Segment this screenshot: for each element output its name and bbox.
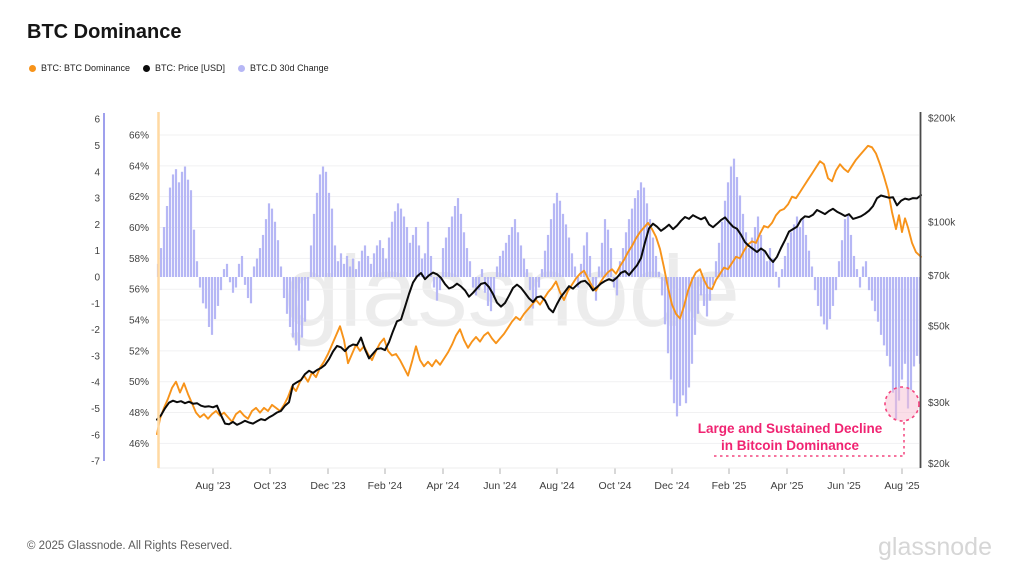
svg-text:Jun '25: Jun '25 [827,480,861,492]
svg-text:$20k: $20k [928,459,951,470]
svg-text:62%: 62% [129,192,149,203]
change-30d-bars [156,158,922,420]
annotation-line-2: in Bitcoin Dominance [720,438,859,453]
grid-lines [158,134,921,469]
copyright-text: © 2025 Glassnode. All Rights Reserved. [27,540,233,552]
legend-label: BTC: BTC Dominance [41,63,131,73]
legend-label: BTC: Price [USD] [155,63,226,73]
svg-text:Oct '23: Oct '23 [254,480,287,492]
svg-text:-3: -3 [91,351,100,362]
svg-text:5: 5 [94,141,100,152]
svg-text:0: 0 [94,273,100,284]
legend-item-0[interactable]: BTC: BTC Dominance [29,63,130,73]
svg-text:-7: -7 [91,457,100,468]
annotation-callout: Large and Sustained Decline in Bitcoin D… [655,420,925,454]
legend-item-1[interactable]: BTC: Price [USD] [143,63,225,73]
svg-text:54%: 54% [129,316,149,327]
svg-text:6: 6 [94,115,100,126]
svg-text:1: 1 [94,246,100,257]
svg-text:4: 4 [94,167,100,178]
svg-text:-5: -5 [91,404,100,415]
svg-text:-4: -4 [91,378,100,389]
svg-text:$50k: $50k [928,322,951,333]
page-title: BTC Dominance [27,21,182,43]
svg-text:52%: 52% [129,346,149,357]
legend-label: BTC.D 30d Change [250,63,329,73]
highlight-circle [884,386,920,422]
y-axis-labels: 6 5 4 3 2 1 0 -1 -2 -3 -4 -5 -6 -7 66% 64% 62% 60% 58% 56% 5… [91,113,956,470]
svg-text:$30k: $30k [928,398,951,409]
svg-text:66%: 66% [129,131,149,142]
svg-text:Jun '24: Jun '24 [483,480,517,492]
x-axis-labels: Aug '23 Oct '23 Dec '23 Feb '24 Apr '24 Jun '… [195,468,920,492]
glassnode-logo: glassnode [878,533,992,561]
svg-text:2: 2 [94,220,100,231]
svg-text:60%: 60% [129,223,149,234]
legend-dot-icon [143,64,151,72]
svg-text:Apr '24: Apr '24 [427,480,460,492]
svg-text:46%: 46% [129,439,149,450]
svg-text:64%: 64% [129,161,149,172]
svg-text:-1: -1 [91,299,100,310]
price-line [156,194,922,426]
highlight-annotation-shapes [714,386,920,457]
svg-text:Dec '23: Dec '23 [310,480,345,492]
dominance-line [156,144,922,436]
axis-lines [103,112,922,468]
svg-text:56%: 56% [129,285,149,296]
svg-text:$70k: $70k [928,271,951,282]
svg-text:Aug '24: Aug '24 [539,480,574,492]
legend-dot-icon [238,64,246,72]
svg-text:Oct '24: Oct '24 [599,480,632,492]
svg-text:48%: 48% [129,408,149,419]
svg-text:58%: 58% [129,254,149,265]
svg-text:3: 3 [94,194,100,205]
svg-text:-2: -2 [91,325,100,336]
svg-text:Feb '24: Feb '24 [368,480,403,492]
annotation-line-1: Large and Sustained Decline [697,421,883,436]
svg-text:-6: -6 [91,430,100,441]
svg-text:$200k: $200k [928,113,956,124]
legend-dot-icon [29,64,36,72]
svg-text:Aug '25: Aug '25 [884,480,919,492]
svg-text:Apr '25: Apr '25 [771,480,804,492]
svg-text:Aug '23: Aug '23 [195,480,230,492]
legend: BTC: BTC Dominance BTC: Price [USD] BTC.D … [29,63,329,73]
svg-text:Feb '25: Feb '25 [712,480,747,492]
svg-text:50%: 50% [129,377,149,388]
svg-text:$100k: $100k [928,218,956,229]
svg-text:Dec '24: Dec '24 [654,480,689,492]
legend-item-2[interactable]: BTC.D 30d Change [238,63,329,73]
